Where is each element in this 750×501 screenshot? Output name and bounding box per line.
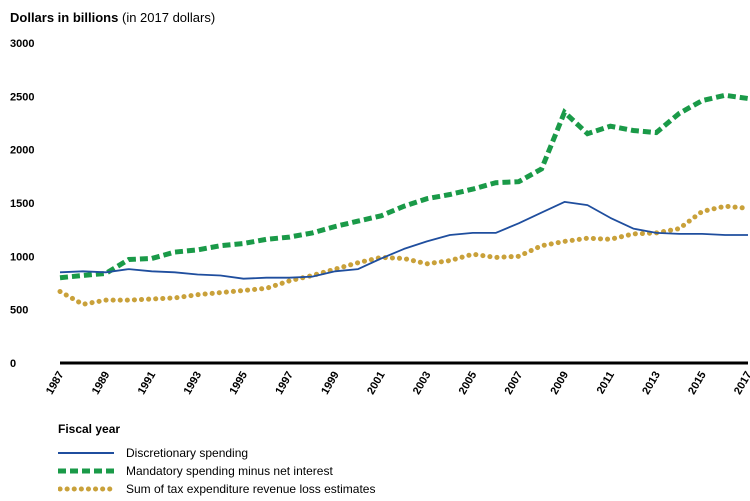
y-axis-title-note: (in 2017 dollars) <box>121 10 216 25</box>
y-axis-title-bold: Dollars in billions <box>10 10 119 25</box>
y-tick-label: 500 <box>10 305 28 317</box>
x-tick-label: 2009 <box>548 370 571 397</box>
line-chart: 0 500 1000 1500 2000 2500 3000 1987 1989 1991 1993… <box>10 38 750 397</box>
x-tick-label: 1987 <box>44 370 67 397</box>
x-tick-label: 2017 <box>732 370 750 397</box>
x-tick-label: 2007 <box>503 370 526 397</box>
legend-item-tax-expenditure: Sum of tax expenditure revenue loss esti… <box>58 480 375 498</box>
y-axis-title: Dollars in billions (in 2017 dollars) <box>10 10 215 25</box>
x-tick-label: 1993 <box>182 370 205 397</box>
legend-label-discretionary: Discretionary spending <box>126 446 249 460</box>
series-line-mandatory-spending-minus-net-interest <box>59 92 749 281</box>
x-tick-label: 1991 <box>136 370 159 397</box>
x-tick-label: 2013 <box>640 370 663 397</box>
x-axis-title: Fiscal year <box>58 422 121 436</box>
legend: Discretionary spending Mandatory spendin… <box>58 444 375 498</box>
legend-label-tax-expenditure: Sum of tax expenditure revenue loss esti… <box>126 482 376 496</box>
series-line-discretionary-spending <box>59 200 748 280</box>
x-tick-label: 2015 <box>686 370 709 397</box>
x-tick-label: 1989 <box>90 370 113 397</box>
y-tick-label: 1500 <box>10 198 34 210</box>
legend-swatch-discretionary <box>58 452 114 454</box>
legend-label-mandatory: Mandatory spending minus net interest <box>126 464 333 478</box>
y-tick-label: 0 <box>10 358 16 370</box>
legend-swatch-mandatory <box>58 468 114 474</box>
x-tick-label: 2003 <box>411 370 434 397</box>
y-tick-label: 2500 <box>10 91 34 103</box>
legend-swatch-tax-expenditure <box>58 486 114 492</box>
x-tick-label: 2005 <box>457 370 480 397</box>
x-tick-label: 1995 <box>227 370 250 397</box>
legend-item-discretionary: Discretionary spending <box>58 444 375 462</box>
x-tick-label: 2011 <box>595 370 617 397</box>
y-tick-label: 2000 <box>10 145 34 157</box>
x-tick-label: 1999 <box>319 370 342 397</box>
y-tick-label: 1000 <box>10 251 34 263</box>
legend-item-mandatory: Mandatory spending minus net interest <box>58 462 375 480</box>
series-line-sum-of-tax-expenditure-revenue-loss-estimates <box>57 203 750 307</box>
x-tick-label: 1997 <box>273 370 296 397</box>
x-tick-label: 2001 <box>365 370 388 397</box>
y-tick-label: 3000 <box>10 38 34 50</box>
